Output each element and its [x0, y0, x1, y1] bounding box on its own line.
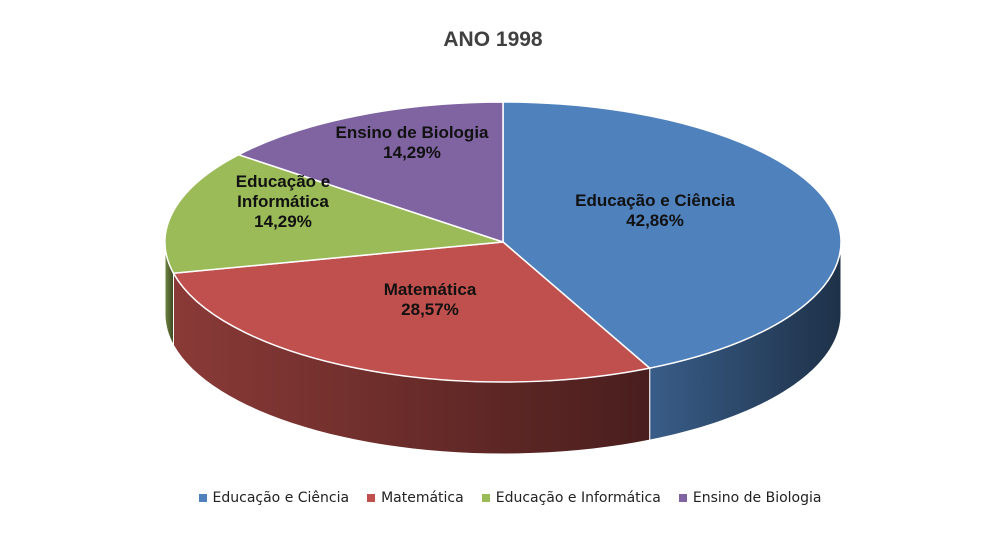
slice — [164, 153, 504, 274]
label-value: 14,29% — [383, 143, 441, 162]
legend-swatch — [367, 494, 376, 502]
legend-item: Matemática — [367, 490, 464, 506]
label-value: 28,57% — [401, 300, 459, 319]
label-name: Matemática — [383, 280, 477, 299]
slice — [172, 241, 652, 383]
legend-swatch — [678, 494, 687, 502]
slice — [236, 101, 504, 244]
label-name: Educação e Informática — [235, 172, 331, 211]
legend-item: Educação e Ciência — [198, 490, 350, 506]
legend-item: Educação e Informática — [481, 490, 661, 506]
legend: Educação e Ciência Matemática Educação e I… — [0, 490, 986, 506]
label-name: Educação e Ciência — [575, 191, 735, 210]
label-value: 14,29% — [254, 212, 312, 231]
legend-swatch — [481, 494, 490, 502]
legend-item: Ensino de Biologia — [678, 490, 822, 506]
legend-label: Educação e Informática — [495, 490, 661, 506]
data-label: Ensino de Biologia 14,29% — [312, 123, 512, 163]
legend-swatch — [198, 494, 207, 502]
slice — [502, 101, 842, 369]
label-name: Ensino de Biologia — [335, 123, 489, 142]
label-value: 42,86% — [626, 211, 684, 230]
data-label: Matemática 28,57% — [330, 280, 530, 320]
data-label: Educação e Ciência 42,86% — [525, 191, 785, 231]
data-label: Educação e Informática 14,29% — [218, 172, 348, 232]
legend-label: Educação e Ciência — [212, 490, 350, 506]
legend-label: Matemática — [381, 490, 464, 506]
legend-label: Ensino de Biologia — [692, 490, 822, 506]
chart-title: ANO 1998 — [443, 28, 543, 51]
